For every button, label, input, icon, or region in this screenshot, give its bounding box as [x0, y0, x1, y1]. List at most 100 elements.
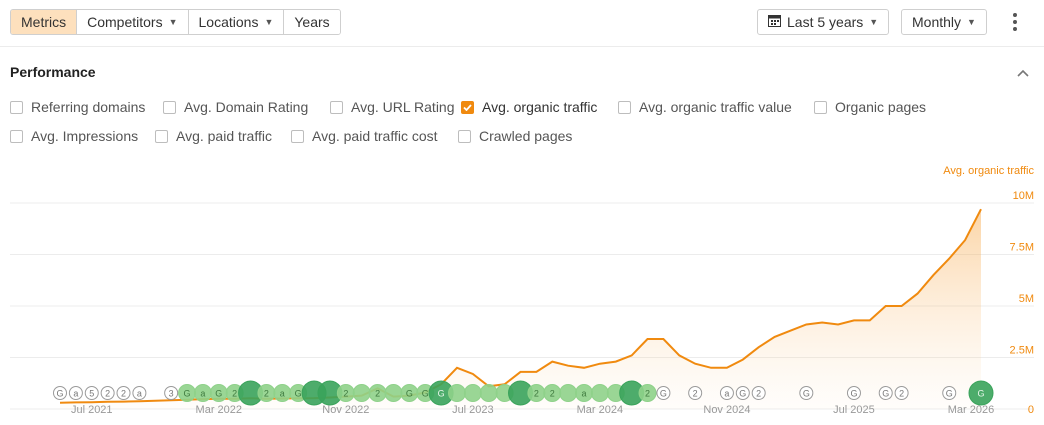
event-marker-label: G — [406, 389, 413, 399]
checkbox-avg-organic-traffic-value[interactable]: Avg. organic traffic value — [618, 99, 814, 115]
checkbox-avg-domain-rating[interactable]: Avg. Domain Rating — [163, 99, 330, 115]
checkbox-box — [618, 100, 631, 114]
event-marker-label: G — [977, 389, 984, 399]
y-tick-label: 7.5M — [1010, 242, 1034, 254]
event-marker-circle — [751, 386, 766, 400]
organic-traffic-chart[interactable]: Avg. organic traffic 10M 7.5M 5M 2.5M 0 Jul … — [0, 160, 1044, 425]
checkbox-organic-pages[interactable]: Organic pages — [814, 99, 926, 115]
y-tick-label: 2.5M — [1010, 345, 1034, 357]
event-marker: a — [575, 384, 594, 402]
checkbox-avg-paid-traffic[interactable]: Avg. paid traffic — [155, 128, 291, 144]
tab-metrics[interactable]: Metrics — [11, 10, 78, 34]
checkbox-avg-organic-traffic[interactable]: Avg. organic traffic — [461, 99, 618, 115]
granularity-label: Monthly — [912, 14, 962, 30]
event-marker — [559, 384, 578, 402]
event-marker-label: G — [56, 389, 63, 399]
event-marker: 2 — [751, 386, 766, 400]
event-marker-circle — [352, 384, 371, 402]
metric-options-row-1: Referring domains Avg. Domain Rating Avg… — [10, 99, 926, 115]
chevron-down-icon: ▼ — [869, 17, 879, 27]
checkbox-avg-impressions[interactable]: Avg. Impressions — [10, 128, 155, 144]
event-marker-label: 2 — [534, 389, 539, 399]
tab-competitors[interactable]: Competitors ▼ — [77, 10, 189, 34]
checkbox-label: Organic pages — [835, 99, 927, 115]
event-marker-circle — [447, 384, 466, 402]
toolbar: Metrics Competitors ▼ Locations ▼ Years La… — [0, 0, 1044, 47]
date-range-dropdown[interactable]: Last 5 years ▼ — [757, 9, 890, 35]
y-tick-label: 5M — [1019, 293, 1034, 305]
event-marker: G — [53, 386, 67, 400]
y-tick-label: 10M — [1013, 190, 1034, 202]
event-marker-circle — [590, 384, 609, 402]
event-marker-label: 5 — [89, 389, 94, 399]
chevron-down-icon: ▼ — [264, 17, 274, 27]
checkbox-avg-url-rating[interactable]: Avg. URL Rating — [330, 99, 461, 115]
x-tick-label: Mar 2024 — [577, 404, 623, 416]
checkbox-label: Avg. Domain Rating — [184, 99, 309, 115]
checkbox-box — [155, 129, 168, 143]
event-marker: 2 — [543, 384, 562, 402]
event-marker-circle — [479, 384, 498, 402]
checkbox-box — [458, 129, 471, 143]
event-marker: a — [68, 386, 83, 400]
event-marker-circle — [688, 386, 703, 400]
event-marker: 2 — [368, 384, 387, 402]
y-tick-label: 0 — [1028, 404, 1034, 416]
tab-years[interactable]: Years — [284, 10, 340, 34]
event-marker-label: a — [582, 389, 587, 399]
more-options-icon[interactable] — [1008, 10, 1022, 34]
event-marker-label: 2 — [645, 389, 650, 399]
event-marker-label: G — [850, 389, 857, 399]
metric-options-row-2: Avg. Impressions Avg. paid traffic Avg. … — [10, 128, 572, 144]
checkbox-checked-icon — [461, 100, 474, 114]
event-marker: G — [178, 384, 197, 402]
event-marker-circle — [799, 386, 814, 400]
granularity-dropdown[interactable]: Monthly ▼ — [901, 9, 987, 35]
tab-locations[interactable]: Locations ▼ — [188, 10, 285, 34]
event-marker-label: 2 — [232, 389, 237, 399]
event-marker: G — [846, 386, 861, 400]
event-marker-label: 2 — [756, 389, 761, 399]
checkbox-crawled-pages[interactable]: Crawled pages — [458, 128, 572, 144]
tab-competitors-label: Competitors — [87, 14, 163, 30]
event-marker-circle — [53, 386, 67, 400]
event-marker: G — [735, 386, 750, 400]
checkbox-box — [814, 100, 827, 114]
tab-metrics-label: Metrics — [21, 14, 67, 30]
event-marker-label: G — [295, 389, 302, 399]
event-marker: G — [400, 384, 419, 402]
event-marker — [384, 384, 403, 402]
event-marker: G — [656, 386, 671, 400]
event-marker-label: 2 — [550, 389, 555, 399]
chevron-up-icon[interactable] — [1017, 64, 1029, 80]
event-marker: 2 — [116, 386, 131, 400]
event-marker-label: 2 — [899, 389, 904, 399]
event-marker: a — [132, 386, 147, 400]
event-marker: a — [273, 384, 292, 402]
event-marker-circle — [894, 386, 909, 400]
event-marker — [447, 384, 466, 402]
view-segmented-control: Metrics Competitors ▼ Locations ▼ Years — [10, 9, 341, 35]
event-marker-circle — [116, 386, 131, 400]
performance-title: Performance — [10, 64, 96, 80]
event-marker — [590, 384, 609, 402]
event-marker: 2 — [336, 384, 355, 402]
checkbox-label: Crawled pages — [479, 128, 573, 144]
event-marker-label: G — [946, 389, 953, 399]
event-marker: 2 — [527, 384, 546, 402]
event-marker-circle — [719, 386, 734, 400]
event-marker-circle — [559, 384, 578, 402]
event-marker: G — [878, 386, 893, 400]
event-marker-label: G — [215, 389, 222, 399]
event-marker-label: 2 — [264, 389, 269, 399]
event-marker — [352, 384, 371, 402]
chevron-down-icon: ▼ — [967, 17, 976, 27]
checkbox-avg-paid-traffic-cost[interactable]: Avg. paid traffic cost — [291, 128, 458, 144]
event-marker-circle — [463, 384, 482, 402]
event-marker: G — [942, 386, 957, 400]
event-marker-label: a — [724, 389, 729, 399]
calendar-icon — [768, 14, 781, 30]
checkbox-referring-domains[interactable]: Referring domains — [10, 99, 163, 115]
tab-locations-label: Locations — [198, 14, 259, 30]
event-marker-circle — [735, 386, 750, 400]
